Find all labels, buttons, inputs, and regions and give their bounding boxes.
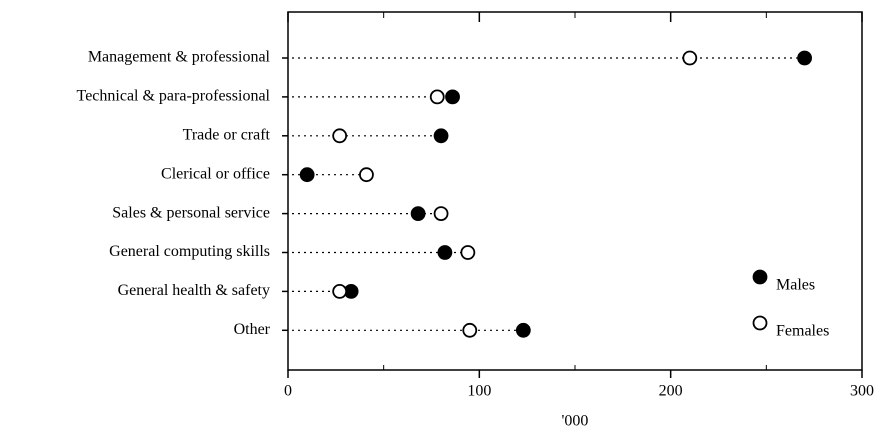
female-dot: [359, 167, 374, 183]
x-tick-label: 200: [659, 383, 683, 400]
female-dot: [460, 245, 476, 260]
female-dot: [462, 322, 478, 338]
female-dot: [332, 128, 348, 144]
x-tick-label: 100: [467, 383, 491, 400]
female-dot: [433, 206, 449, 222]
y-tick-label: Technical & para-professional: [77, 88, 271, 105]
male-dot: [445, 89, 460, 105]
y-tick-label: Management & professional: [88, 49, 271, 66]
female-dot: [332, 283, 348, 299]
plot-frame: [287, 11, 863, 371]
y-tick-label: Trade or craft: [183, 126, 271, 143]
legend-symbol: [752, 315, 768, 331]
y-tick-label: Sales & personal service: [112, 204, 270, 221]
male-dot: [433, 128, 449, 144]
y-tick-label: General computing skills: [109, 243, 270, 260]
legend-label: Males: [776, 277, 815, 294]
x-tick-label: 0: [284, 383, 292, 400]
legend-symbol: [752, 269, 768, 285]
male-dot: [437, 245, 453, 260]
y-tick-label: Clerical or office: [161, 165, 270, 182]
legend-label: Females: [776, 323, 829, 340]
male-dot: [515, 322, 531, 338]
female-dot: [429, 89, 445, 105]
y-tick-label: Other: [234, 321, 271, 338]
y-tick-label: General health & safety: [118, 282, 270, 299]
female-dot: [682, 50, 698, 66]
male-dot: [797, 50, 812, 66]
x-tick-label: 300: [850, 383, 874, 400]
x-axis-label: '000: [562, 413, 589, 430]
male-dot: [410, 206, 426, 222]
male-dot: [299, 167, 315, 183]
